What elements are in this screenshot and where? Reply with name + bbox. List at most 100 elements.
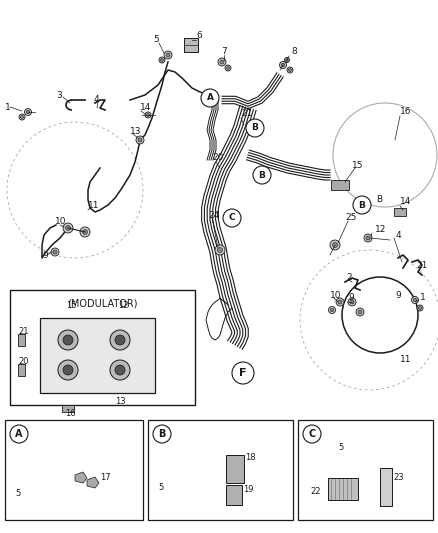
Text: 13: 13 xyxy=(115,397,126,406)
Text: 22: 22 xyxy=(310,488,321,497)
Circle shape xyxy=(348,298,356,306)
Bar xyxy=(148,420,293,520)
Circle shape xyxy=(287,67,293,73)
Circle shape xyxy=(330,308,334,312)
Circle shape xyxy=(66,225,71,230)
Text: B: B xyxy=(258,171,265,180)
Text: 5: 5 xyxy=(338,443,343,453)
Bar xyxy=(62,405,74,412)
Text: 9: 9 xyxy=(42,251,48,260)
Bar xyxy=(380,468,392,506)
Circle shape xyxy=(82,230,88,235)
Circle shape xyxy=(333,453,339,457)
Bar xyxy=(10,290,195,405)
Circle shape xyxy=(63,365,73,375)
Text: 23: 23 xyxy=(393,473,404,482)
Text: 11: 11 xyxy=(400,356,411,365)
Bar xyxy=(226,485,242,505)
Text: 14: 14 xyxy=(140,102,152,111)
Circle shape xyxy=(171,481,179,489)
Circle shape xyxy=(326,458,330,462)
Bar xyxy=(226,455,244,483)
Text: 25: 25 xyxy=(345,214,357,222)
Circle shape xyxy=(232,362,254,384)
Circle shape xyxy=(353,196,371,214)
Text: 2: 2 xyxy=(346,273,352,282)
Circle shape xyxy=(215,245,225,255)
Circle shape xyxy=(110,360,130,380)
Text: 4: 4 xyxy=(94,95,99,104)
Text: 7: 7 xyxy=(221,46,227,55)
Circle shape xyxy=(153,425,171,443)
Circle shape xyxy=(146,114,149,117)
Circle shape xyxy=(110,330,130,350)
Circle shape xyxy=(281,63,285,67)
Circle shape xyxy=(330,240,340,250)
Circle shape xyxy=(138,138,142,142)
Text: 20: 20 xyxy=(212,154,223,163)
Circle shape xyxy=(51,248,59,256)
Text: A: A xyxy=(206,93,213,102)
Polygon shape xyxy=(75,472,87,483)
Circle shape xyxy=(58,330,78,350)
Circle shape xyxy=(358,310,362,314)
Circle shape xyxy=(285,58,290,62)
Circle shape xyxy=(218,58,226,66)
Circle shape xyxy=(328,306,336,313)
Circle shape xyxy=(159,57,165,63)
Text: B: B xyxy=(359,200,365,209)
Text: 6: 6 xyxy=(196,31,202,41)
Bar xyxy=(328,478,358,500)
Text: 21: 21 xyxy=(241,109,252,118)
Circle shape xyxy=(63,335,73,345)
Text: 8: 8 xyxy=(291,47,297,56)
Text: 10: 10 xyxy=(330,290,342,300)
Bar xyxy=(298,420,433,520)
Circle shape xyxy=(166,53,170,57)
Text: 1: 1 xyxy=(420,293,426,302)
Bar xyxy=(184,38,198,52)
Text: C: C xyxy=(229,214,235,222)
Text: 11: 11 xyxy=(88,200,99,209)
Circle shape xyxy=(223,209,241,227)
Circle shape xyxy=(19,114,25,120)
Circle shape xyxy=(246,119,264,137)
Circle shape xyxy=(145,112,151,118)
Circle shape xyxy=(21,116,24,118)
Circle shape xyxy=(356,308,364,316)
Text: B: B xyxy=(376,196,382,205)
Text: 9: 9 xyxy=(395,290,401,300)
Circle shape xyxy=(25,109,32,116)
Circle shape xyxy=(173,483,177,487)
Circle shape xyxy=(23,484,31,492)
Text: A: A xyxy=(15,429,23,439)
Text: 5: 5 xyxy=(153,36,159,44)
Circle shape xyxy=(336,298,344,306)
Circle shape xyxy=(225,65,231,71)
Bar xyxy=(40,318,155,393)
Text: 12: 12 xyxy=(375,225,386,235)
Circle shape xyxy=(136,136,144,144)
Circle shape xyxy=(366,236,370,240)
Circle shape xyxy=(411,296,418,303)
Bar xyxy=(18,364,25,376)
Circle shape xyxy=(324,456,332,464)
Circle shape xyxy=(115,335,125,345)
Bar xyxy=(394,208,406,216)
Text: 3: 3 xyxy=(56,91,62,100)
Text: 13: 13 xyxy=(130,126,141,135)
Text: 19: 19 xyxy=(243,486,254,495)
Text: B: B xyxy=(251,124,258,133)
Circle shape xyxy=(279,61,286,69)
Text: F: F xyxy=(239,368,247,378)
Circle shape xyxy=(303,425,321,443)
Text: 20: 20 xyxy=(18,358,28,367)
Text: 9: 9 xyxy=(348,293,354,302)
Text: 24: 24 xyxy=(208,211,219,220)
Circle shape xyxy=(253,166,271,184)
Text: 16: 16 xyxy=(65,408,76,417)
Bar xyxy=(5,420,143,520)
Circle shape xyxy=(201,89,219,107)
Text: 17: 17 xyxy=(100,473,111,482)
Circle shape xyxy=(26,110,30,114)
